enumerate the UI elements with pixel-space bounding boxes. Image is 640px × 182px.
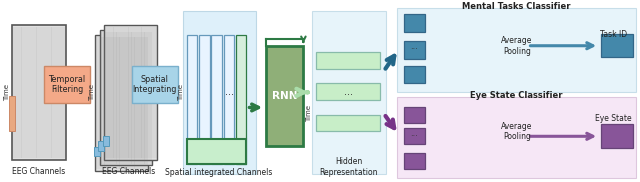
Text: Eye State Classifier: Eye State Classifier [470,91,563,100]
FancyBboxPatch shape [404,153,426,169]
FancyBboxPatch shape [397,8,636,92]
FancyBboxPatch shape [266,46,303,146]
FancyBboxPatch shape [404,14,426,32]
FancyBboxPatch shape [404,41,426,59]
FancyBboxPatch shape [199,35,209,163]
FancyBboxPatch shape [100,30,152,165]
FancyBboxPatch shape [601,34,633,57]
Text: Time: Time [4,84,10,101]
Text: Spatial integrated Channels: Spatial integrated Channels [165,168,273,177]
FancyBboxPatch shape [236,35,246,163]
FancyBboxPatch shape [44,66,90,103]
Text: Hidden
Representation: Hidden Representation [319,157,378,177]
Text: ...: ... [225,87,234,97]
FancyBboxPatch shape [404,66,426,84]
Text: Average
Pooling: Average Pooling [501,36,532,56]
Text: Mental Tasks Classifier: Mental Tasks Classifier [463,2,571,11]
Text: Average
Pooling: Average Pooling [501,122,532,141]
FancyBboxPatch shape [95,35,148,171]
Text: RNN: RNN [272,91,298,101]
Text: Time: Time [89,84,95,101]
FancyBboxPatch shape [187,139,246,163]
FancyBboxPatch shape [103,136,109,146]
FancyBboxPatch shape [9,96,15,131]
Text: Task ID: Task ID [600,30,627,39]
Text: Spatial
Integrating: Spatial Integrating [132,75,177,94]
FancyBboxPatch shape [94,147,100,156]
FancyBboxPatch shape [12,25,67,160]
Text: Eye State: Eye State [595,114,632,123]
FancyBboxPatch shape [223,35,234,163]
FancyBboxPatch shape [397,97,636,178]
Text: EEG Channels: EEG Channels [12,167,66,176]
FancyBboxPatch shape [187,35,197,163]
Text: ...: ... [411,129,419,138]
FancyBboxPatch shape [211,35,221,163]
FancyBboxPatch shape [404,107,426,123]
Text: EEG Channels: EEG Channels [102,167,155,176]
FancyBboxPatch shape [104,25,157,160]
FancyBboxPatch shape [316,52,380,69]
FancyBboxPatch shape [312,11,386,174]
Text: Temporal
Filtering: Temporal Filtering [49,75,86,94]
FancyBboxPatch shape [182,11,256,174]
FancyBboxPatch shape [316,84,380,100]
Text: ...: ... [344,87,353,97]
FancyBboxPatch shape [404,128,426,144]
FancyBboxPatch shape [132,66,177,103]
Text: Time: Time [178,84,184,101]
FancyBboxPatch shape [99,141,104,151]
FancyBboxPatch shape [601,124,633,147]
Text: Time: Time [306,105,312,122]
FancyBboxPatch shape [316,115,380,131]
Text: ...: ... [411,42,419,51]
